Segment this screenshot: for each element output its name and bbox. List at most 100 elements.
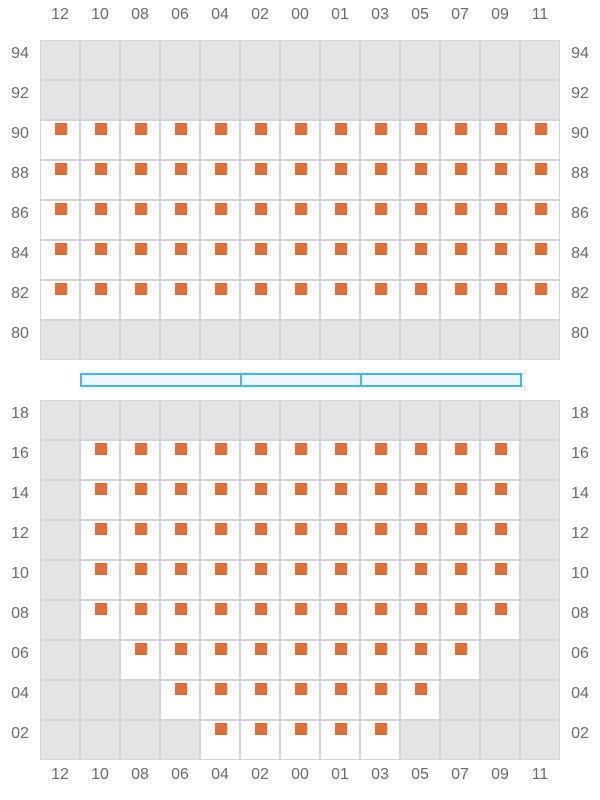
seat-86-05[interactable] (415, 203, 427, 215)
seat-10-04[interactable] (215, 563, 227, 575)
seat-06-01[interactable] (335, 643, 347, 655)
seat-12-06[interactable] (175, 523, 187, 535)
seat-04-04[interactable] (215, 683, 227, 695)
seat-84-04[interactable] (215, 243, 227, 255)
seat-06-04[interactable] (215, 643, 227, 655)
seat-02-00[interactable] (295, 723, 307, 735)
seat-82-04[interactable] (215, 283, 227, 295)
seat-02-02[interactable] (255, 723, 267, 735)
seat-14-02[interactable] (255, 483, 267, 495)
seat-10-05[interactable] (415, 563, 427, 575)
seat-16-09[interactable] (495, 443, 507, 455)
seat-88-06[interactable] (175, 163, 187, 175)
seat-82-10[interactable] (95, 283, 107, 295)
seat-88-09[interactable] (495, 163, 507, 175)
seat-84-03[interactable] (375, 243, 387, 255)
seat-02-03[interactable] (375, 723, 387, 735)
seat-82-07[interactable] (455, 283, 467, 295)
seat-02-01[interactable] (335, 723, 347, 735)
seat-12-09[interactable] (495, 523, 507, 535)
seat-82-09[interactable] (495, 283, 507, 295)
seat-86-11[interactable] (535, 203, 547, 215)
seat-08-04[interactable] (215, 603, 227, 615)
seat-88-02[interactable] (255, 163, 267, 175)
seat-88-00[interactable] (295, 163, 307, 175)
seat-90-00[interactable] (295, 123, 307, 135)
seat-88-04[interactable] (215, 163, 227, 175)
seat-84-10[interactable] (95, 243, 107, 255)
seat-86-08[interactable] (135, 203, 147, 215)
seat-88-01[interactable] (335, 163, 347, 175)
seat-82-02[interactable] (255, 283, 267, 295)
seat-10-08[interactable] (135, 563, 147, 575)
seat-14-00[interactable] (295, 483, 307, 495)
seat-08-01[interactable] (335, 603, 347, 615)
seat-14-08[interactable] (135, 483, 147, 495)
seat-06-03[interactable] (375, 643, 387, 655)
seat-10-06[interactable] (175, 563, 187, 575)
seat-84-05[interactable] (415, 243, 427, 255)
seat-82-08[interactable] (135, 283, 147, 295)
seat-06-05[interactable] (415, 643, 427, 655)
seat-86-02[interactable] (255, 203, 267, 215)
seat-16-04[interactable] (215, 443, 227, 455)
seat-10-09[interactable] (495, 563, 507, 575)
seat-16-06[interactable] (175, 443, 187, 455)
seat-16-00[interactable] (295, 443, 307, 455)
seat-10-10[interactable] (95, 563, 107, 575)
seat-06-06[interactable] (175, 643, 187, 655)
seat-90-12[interactable] (55, 123, 67, 135)
seat-14-05[interactable] (415, 483, 427, 495)
seat-82-00[interactable] (295, 283, 307, 295)
seat-88-05[interactable] (415, 163, 427, 175)
seat-06-02[interactable] (255, 643, 267, 655)
seat-86-00[interactable] (295, 203, 307, 215)
seat-90-05[interactable] (415, 123, 427, 135)
seat-04-02[interactable] (255, 683, 267, 695)
seat-12-00[interactable] (295, 523, 307, 535)
seat-10-02[interactable] (255, 563, 267, 575)
seat-14-03[interactable] (375, 483, 387, 495)
seat-84-06[interactable] (175, 243, 187, 255)
seat-84-02[interactable] (255, 243, 267, 255)
seat-88-07[interactable] (455, 163, 467, 175)
seat-90-11[interactable] (535, 123, 547, 135)
seat-82-05[interactable] (415, 283, 427, 295)
seat-06-07[interactable] (455, 643, 467, 655)
seat-10-01[interactable] (335, 563, 347, 575)
seat-12-07[interactable] (455, 523, 467, 535)
seat-08-03[interactable] (375, 603, 387, 615)
seat-82-01[interactable] (335, 283, 347, 295)
seat-90-10[interactable] (95, 123, 107, 135)
seat-82-06[interactable] (175, 283, 187, 295)
seat-90-01[interactable] (335, 123, 347, 135)
seat-12-03[interactable] (375, 523, 387, 535)
seat-08-00[interactable] (295, 603, 307, 615)
seat-88-03[interactable] (375, 163, 387, 175)
seat-16-01[interactable] (335, 443, 347, 455)
seat-08-10[interactable] (95, 603, 107, 615)
seat-04-05[interactable] (415, 683, 427, 695)
seat-90-02[interactable] (255, 123, 267, 135)
seat-12-01[interactable] (335, 523, 347, 535)
seat-08-07[interactable] (455, 603, 467, 615)
seat-86-03[interactable] (375, 203, 387, 215)
seat-12-02[interactable] (255, 523, 267, 535)
seat-06-08[interactable] (135, 643, 147, 655)
seat-12-08[interactable] (135, 523, 147, 535)
seat-86-10[interactable] (95, 203, 107, 215)
seat-14-01[interactable] (335, 483, 347, 495)
seat-16-08[interactable] (135, 443, 147, 455)
seat-04-00[interactable] (295, 683, 307, 695)
seat-82-12[interactable] (55, 283, 67, 295)
seat-16-10[interactable] (95, 443, 107, 455)
seat-16-03[interactable] (375, 443, 387, 455)
seat-02-04[interactable] (215, 723, 227, 735)
seat-10-03[interactable] (375, 563, 387, 575)
seat-86-01[interactable] (335, 203, 347, 215)
seat-08-09[interactable] (495, 603, 507, 615)
seat-84-01[interactable] (335, 243, 347, 255)
seat-88-11[interactable] (535, 163, 547, 175)
seat-88-10[interactable] (95, 163, 107, 175)
seat-10-07[interactable] (455, 563, 467, 575)
